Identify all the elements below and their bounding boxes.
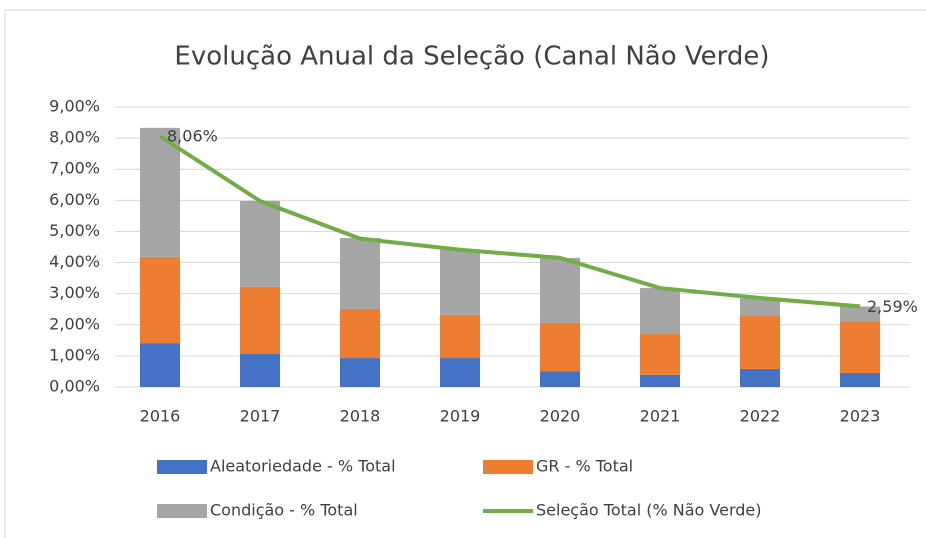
legend-label: GR - % Total <box>536 457 633 476</box>
chart-title: Evolução Anual da Seleção (Canal Não Ver… <box>174 42 769 72</box>
x-tick-label: 2022 <box>740 407 781 426</box>
y-tick-label: 9,00% <box>49 97 100 116</box>
x-tick-label: 2017 <box>240 407 281 426</box>
legend-label: Condição - % Total <box>210 501 358 520</box>
x-tick-label: 2020 <box>540 407 581 426</box>
y-tick-label: 4,00% <box>49 252 100 271</box>
bar <box>840 373 880 387</box>
y-tick-label: 7,00% <box>49 159 100 178</box>
legend-swatch <box>157 460 207 474</box>
legend-label: Seleção Total (% Não Verde) <box>536 501 761 520</box>
bar <box>440 358 480 387</box>
bar <box>740 316 780 369</box>
bar <box>240 200 280 287</box>
bar <box>340 358 380 387</box>
x-tick-label: 2019 <box>440 407 481 426</box>
bar <box>540 322 580 372</box>
bar <box>140 127 180 257</box>
x-tick-label: 2023 <box>840 407 881 426</box>
bar <box>340 308 380 359</box>
bar <box>540 257 580 323</box>
y-tick-label: 3,00% <box>49 283 100 302</box>
x-tick-label: 2021 <box>640 407 681 426</box>
bar <box>140 256 180 344</box>
x-tick-label: 2016 <box>140 407 181 426</box>
bar <box>240 286 280 355</box>
data-label: 8,06% <box>167 127 218 146</box>
data-label: 2,59% <box>867 297 918 316</box>
bar <box>340 237 380 309</box>
bar <box>740 298 780 317</box>
legend-swatch <box>157 504 207 518</box>
bar <box>640 374 680 387</box>
bar <box>840 306 880 322</box>
y-tick-label: 1,00% <box>49 345 100 364</box>
bar <box>840 321 880 373</box>
bar <box>240 354 280 387</box>
bar <box>140 343 180 387</box>
line <box>158 134 861 309</box>
x-tick-label: 2018 <box>340 407 381 426</box>
bar <box>540 371 580 387</box>
y-tick-label: 5,00% <box>49 221 100 240</box>
bar <box>740 368 780 387</box>
legend-swatch <box>483 460 533 474</box>
bar <box>640 334 680 375</box>
y-tick-label: 0,00% <box>49 377 100 396</box>
y-tick-label: 2,00% <box>49 314 100 333</box>
bar <box>440 249 480 315</box>
bar <box>440 314 480 359</box>
y-tick-label: 6,00% <box>49 190 100 209</box>
bar <box>640 288 680 335</box>
legend-label: Aleatoriedade - % Total <box>210 457 396 476</box>
y-tick-label: 8,00% <box>49 128 100 147</box>
